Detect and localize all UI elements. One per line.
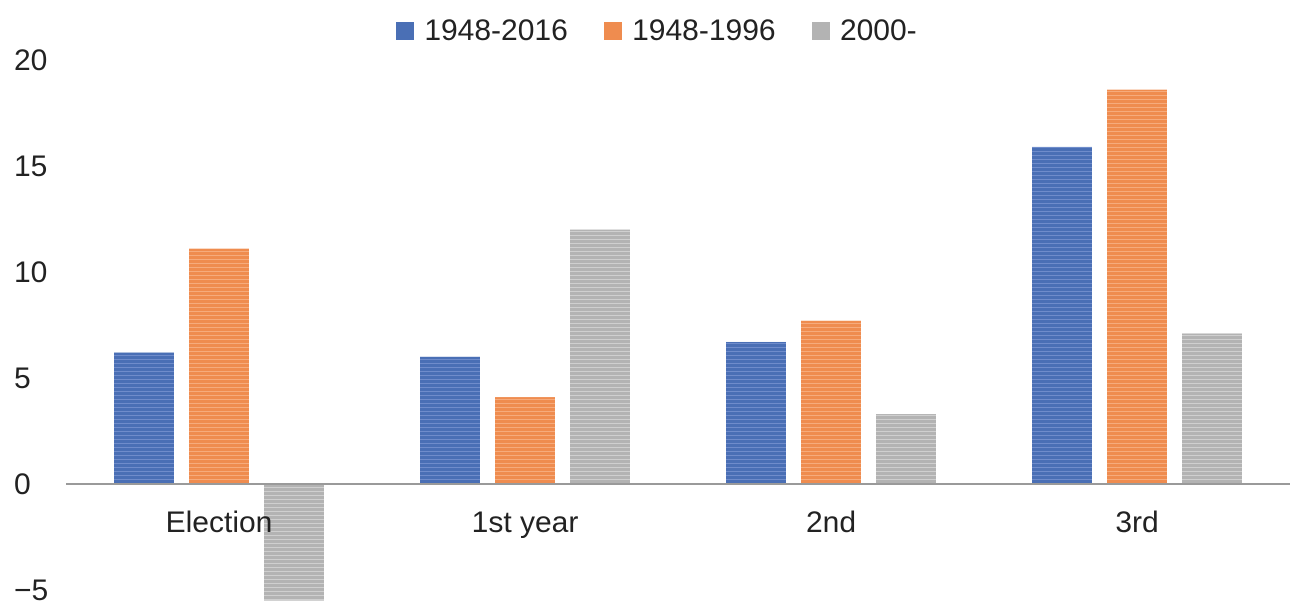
bar-3-3 [876, 414, 936, 484]
y-tick-label: −5 [14, 574, 48, 607]
bar-2-1 [189, 248, 249, 484]
legend-swatch-series-2 [604, 22, 623, 40]
bar-2-4 [1107, 89, 1167, 485]
legend-swatch-series-1 [396, 22, 415, 40]
legend-item-series-2: 1948-1996 [604, 14, 776, 48]
legend-label-series-1: 1948-2016 [424, 14, 568, 47]
y-tick-label: 10 [14, 256, 47, 289]
x-axis-category-labels: Election 1st year 2nd 3rd [166, 506, 1159, 539]
bar-3-4 [1182, 333, 1242, 484]
bar-2-3 [801, 320, 861, 484]
y-tick-label: 0 [14, 468, 31, 501]
chart-legend: 1948-2016 1948-1996 2000- [0, 14, 1313, 48]
bar-1-1 [114, 352, 174, 484]
bars [114, 89, 1242, 601]
legend-label-series-3: 2000- [839, 14, 917, 47]
y-axis-tick-labels: 20 15 10 5 0 −5 [14, 44, 48, 607]
bar-3-2 [570, 229, 630, 484]
x-category-label: 3rd [1115, 506, 1158, 539]
y-tick-label: 20 [14, 44, 47, 77]
x-category-label: Election [166, 506, 273, 539]
legend-item-series-3: 2000- [811, 14, 917, 48]
legend-label-series-2: 1948-1996 [632, 14, 776, 47]
y-tick-label: 5 [14, 362, 31, 395]
legend-item-series-1: 1948-2016 [396, 14, 568, 48]
bar-1-2 [420, 356, 480, 484]
bar-1-3 [726, 341, 786, 484]
bar-3-1 [264, 484, 324, 601]
legend-swatch-series-3 [811, 22, 830, 40]
y-tick-label: 15 [14, 150, 47, 183]
x-category-label: 1st year [472, 506, 579, 539]
x-category-label: 2nd [806, 506, 856, 539]
bar-1-4 [1032, 146, 1092, 485]
bar-2-2 [495, 397, 555, 484]
